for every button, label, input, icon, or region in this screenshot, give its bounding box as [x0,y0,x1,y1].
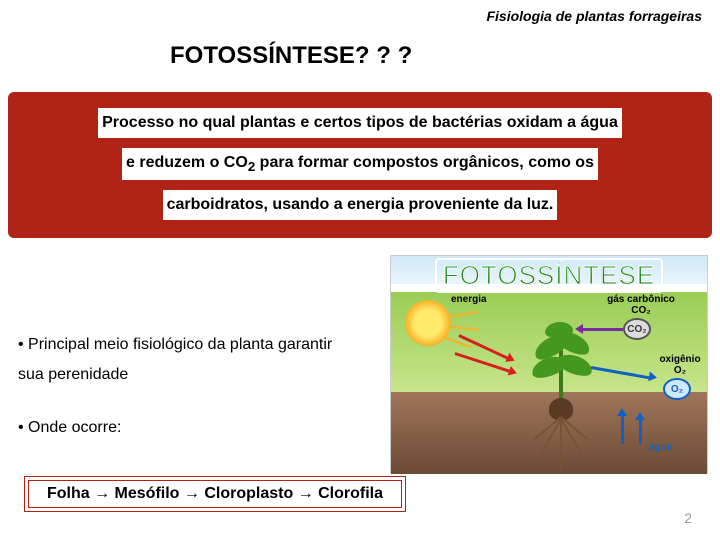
location-chain-box: Folha → Mesófilo → Cloroplasto → Clorofi… [28,480,402,508]
bullet-1: • Principal meio fisiológico da planta g… [18,330,348,391]
bullet-list: • Principal meio fisiológico da planta g… [18,330,348,465]
label-co2: gás carbônico CO₂ [601,294,681,316]
definition-line-3: carboidratos, usando a energia provenien… [163,190,558,220]
definition-line-1: Processo no qual plantas e certos tipos … [98,108,622,138]
slide-title: FOTOSSÍNTESE? ? ? [170,42,720,70]
diagram-title: FOTOSSÍNTESE [435,258,663,293]
definition-line-2: e reduzem o CO2 para formar compostos or… [122,148,598,180]
label-water: água [649,442,672,453]
photosynthesis-diagram: FOTOSSÍNTESE energia gás carbônico CO₂ C… [390,255,708,473]
bullet-2: • Onde ocorre: [18,413,348,443]
definition-box: Processo no qual plantas e certos tipos … [8,92,712,238]
page-number: 2 [684,510,692,526]
sun-icon [405,300,451,346]
diagram-title-band: FOTOSSÍNTESE [391,258,707,292]
o2-bubble-icon: O₂ [663,378,691,400]
page-header: Fisiologia de plantas forrageiras [0,0,720,24]
label-energy: energia [451,294,487,305]
co2-bubble-icon: CO₂ [623,318,651,340]
label-o2: oxigênio O₂ [653,354,707,376]
